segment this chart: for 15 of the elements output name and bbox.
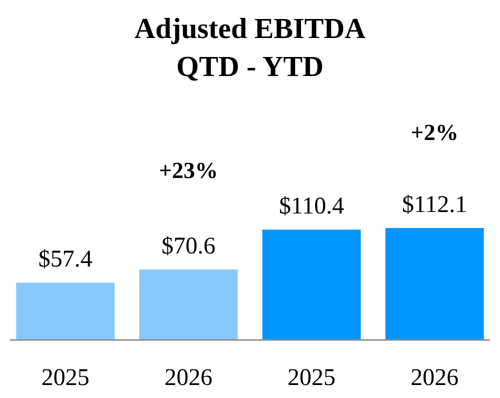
- x-tick-label: 2025: [288, 365, 336, 391]
- data-label: $70.6: [161, 233, 216, 260]
- chart-title: Adjusted EBITDA QTD - YTD: [134, 13, 366, 83]
- x-tick-label: 2026: [164, 365, 212, 391]
- data-label: $57.4: [38, 246, 92, 273]
- text: +2%: [410, 120, 458, 145]
- bar: [262, 230, 361, 340]
- data-label: $110.4: [278, 194, 344, 220]
- text: +23%: [158, 158, 218, 183]
- bar: [385, 228, 484, 340]
- bar: [139, 269, 238, 340]
- x-tick-label: 2026: [410, 365, 459, 391]
- x-tick-label: 2025: [41, 365, 90, 391]
- bar: [16, 282, 115, 340]
- data-label: $112.1: [402, 192, 468, 218]
